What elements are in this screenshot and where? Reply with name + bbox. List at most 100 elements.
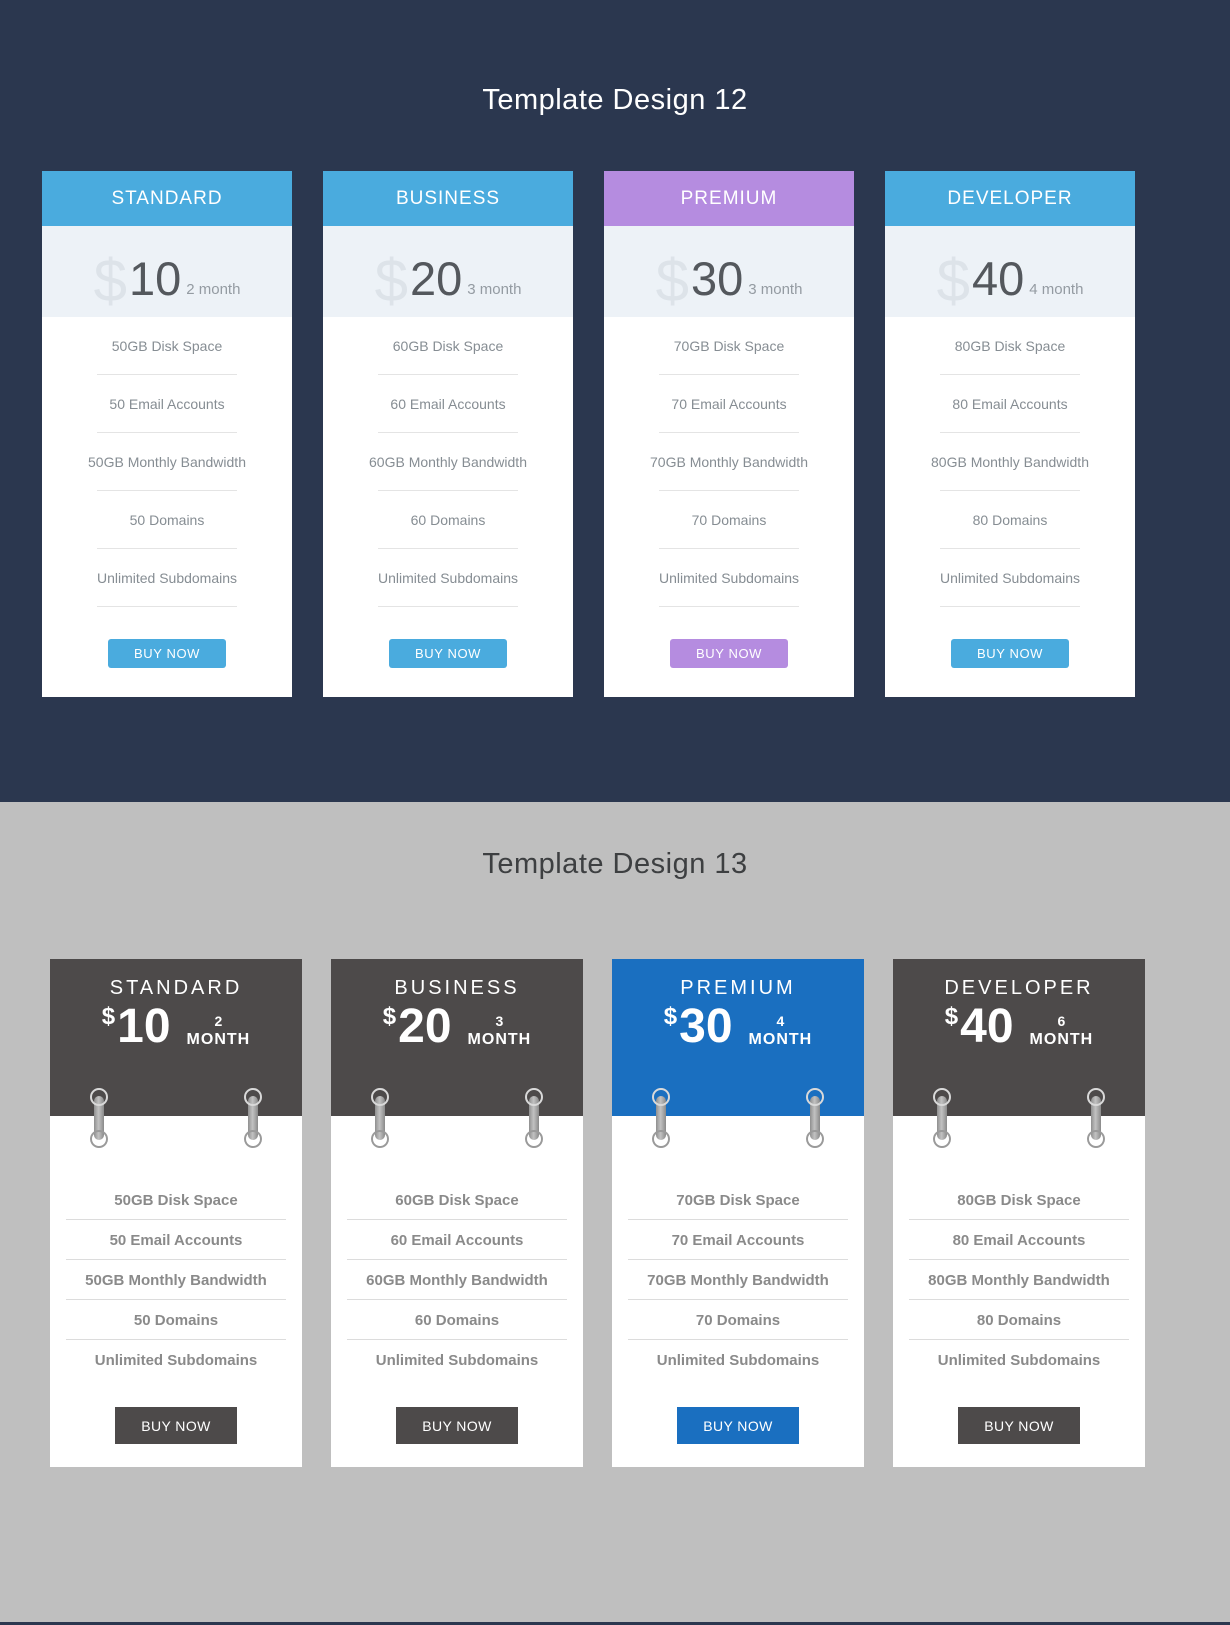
pin-ring-bottom	[1087, 1130, 1105, 1148]
pricing-cards-row: STANDARD $ 10 2 MONTH 50GB Disk Space 50…	[50, 959, 1230, 1467]
binder-pin	[652, 1088, 670, 1148]
price-term: 2 MONTH	[187, 1013, 251, 1048]
price-term: 4 MONTH	[749, 1013, 813, 1048]
pin-ring-bottom	[806, 1130, 824, 1148]
feature-list: 80GB Disk Space 80 Email Accounts 80GB M…	[885, 317, 1135, 607]
feature-item: Unlimited Subdomains	[42, 549, 292, 607]
pin-ring-bottom	[933, 1130, 951, 1148]
buy-now-button[interactable]: BUY NOW	[389, 639, 507, 668]
pricing-card-developer: DEVELOPER $ 40 6 MONTH 80GB Disk Space 8…	[893, 959, 1145, 1467]
plan-name: BUSINESS	[394, 977, 520, 999]
binder-pin	[525, 1088, 543, 1148]
feature-list: 70GB Disk Space 70 Email Accounts 70GB M…	[612, 1180, 864, 1380]
buy-now-button[interactable]: BUY NOW	[108, 639, 226, 668]
feature-item: 70 Email Accounts	[604, 375, 854, 433]
pricing-card-premium: PREMIUM $ 30 3 month 70GB Disk Space 70 …	[604, 171, 854, 697]
feature-item: 50GB Monthly Bandwidth	[50, 1260, 302, 1300]
term-unit: MONTH	[186, 1030, 251, 1048]
feature-item: 80 Domains	[885, 491, 1135, 549]
buy-now-button[interactable]: BUY NOW	[396, 1407, 518, 1444]
pin-ring-top	[933, 1088, 951, 1106]
feature-item: Unlimited Subdomains	[375, 1351, 539, 1369]
buy-now-button[interactable]: BUY NOW	[115, 1407, 237, 1444]
feature-item: 60GB Monthly Bandwidth	[331, 1260, 583, 1300]
term-unit: MONTH	[748, 1030, 813, 1048]
template-design-13-section: Template Design 13 STANDARD $ 10 2 MONTH…	[0, 802, 1230, 1622]
feature-item: Unlimited Subdomains	[94, 1351, 258, 1369]
buy-now-button[interactable]: BUY NOW	[670, 639, 788, 668]
plan-header: PREMIUM $ 30 4 MONTH	[612, 959, 864, 1116]
feature-item: 60GB Monthly Bandwidth	[323, 433, 573, 491]
plan-price: $ 30 3 month	[604, 226, 854, 317]
feature-list: 50GB Disk Space 50 Email Accounts 50GB M…	[42, 317, 292, 607]
currency-symbol: $	[655, 247, 689, 314]
binder-pin	[1087, 1088, 1105, 1148]
term-number: 6	[1057, 1013, 1066, 1030]
pricing-card-premium: PREMIUM $ 30 4 MONTH 70GB Disk Space 70 …	[612, 959, 864, 1467]
template-design-12-section: Template Design 12 STANDARD $ 10 2 month…	[0, 0, 1230, 802]
pin-ring-top	[371, 1088, 389, 1106]
price-term: 3 MONTH	[468, 1013, 532, 1048]
price-amount: 20	[398, 1000, 452, 1053]
feature-item: 80 Domains	[893, 1300, 1145, 1340]
pin-rod	[94, 1096, 104, 1140]
currency-symbol: $	[374, 247, 408, 314]
feature-item: 50GB Monthly Bandwidth	[42, 433, 292, 491]
currency-symbol: $	[944, 1003, 959, 1031]
feature-item: Unlimited Subdomains	[604, 549, 854, 607]
pricing-card-developer: DEVELOPER $ 40 4 month 80GB Disk Space 8…	[885, 171, 1135, 697]
feature-list: 70GB Disk Space 70 Email Accounts 70GB M…	[604, 317, 854, 607]
buy-now-button[interactable]: BUY NOW	[677, 1407, 799, 1444]
feature-item: 80GB Monthly Bandwidth	[885, 433, 1135, 491]
price-amount: 30	[679, 1000, 733, 1053]
price-amount: 30	[690, 252, 744, 306]
feature-item: Unlimited Subdomains	[885, 549, 1135, 607]
feature-item: 50 Email Accounts	[42, 375, 292, 433]
feature-item: 70GB Monthly Bandwidth	[604, 433, 854, 491]
feature-item: 70GB Monthly Bandwidth	[612, 1260, 864, 1300]
pin-ring-top	[1087, 1088, 1105, 1106]
term-number: 4	[776, 1013, 785, 1030]
pin-ring-top	[806, 1088, 824, 1106]
feature-item: 50GB Disk Space	[42, 317, 292, 375]
plan-name: PREMIUM	[604, 171, 854, 226]
currency-symbol: $	[936, 247, 970, 314]
pin-rod	[375, 1096, 385, 1140]
plan-price: $ 20 3 MONTH	[331, 1000, 583, 1053]
feature-item: 80GB Monthly Bandwidth	[893, 1260, 1145, 1300]
pin-ring-bottom	[371, 1130, 389, 1148]
buy-now-button[interactable]: BUY NOW	[958, 1407, 1080, 1444]
feature-item: 70 Domains	[604, 491, 854, 549]
plan-price: $ 30 4 MONTH	[612, 1000, 864, 1053]
currency-symbol: $	[382, 1003, 397, 1031]
binder-pin	[90, 1088, 108, 1148]
term-number: 3	[495, 1013, 504, 1030]
plan-price: $ 40 6 MONTH	[893, 1002, 1145, 1050]
price-term: 3 month	[748, 280, 803, 298]
plan-price: $ 10 2 month	[42, 226, 292, 317]
buy-now-button[interactable]: BUY NOW	[951, 639, 1069, 668]
pricing-card-business: BUSINESS $ 20 3 MONTH 60GB Disk Space 60…	[331, 959, 583, 1467]
feature-item: Unlimited Subdomains	[323, 549, 573, 607]
feature-item: 80GB Disk Space	[893, 1180, 1145, 1220]
price-amount: 10	[128, 252, 182, 306]
feature-item: 70 Domains	[612, 1300, 864, 1340]
plan-price: $ 10 2 MONTH	[50, 1002, 302, 1050]
plan-name: DEVELOPER	[885, 171, 1135, 226]
binder-pin	[244, 1088, 262, 1148]
feature-item: 60 Email Accounts	[331, 1220, 583, 1260]
feature-item: 50 Domains	[50, 1300, 302, 1340]
pricing-card-standard: STANDARD $ 10 2 month 50GB Disk Space 50…	[42, 171, 292, 697]
price-term: 4 month	[1029, 280, 1084, 298]
currency-symbol: $	[101, 1003, 116, 1031]
plan-header: BUSINESS $ 20 3 MONTH	[331, 959, 583, 1116]
feature-item: 60 Domains	[331, 1300, 583, 1340]
plan-header: STANDARD $ 10 2 MONTH	[50, 959, 302, 1116]
plan-name: BUSINESS	[323, 171, 573, 226]
pricing-cards-row: STANDARD $ 10 2 month 50GB Disk Space 50…	[42, 171, 1230, 697]
pin-ring-bottom	[525, 1130, 543, 1148]
feature-item: 80 Email Accounts	[885, 375, 1135, 433]
price-term: 3 month	[467, 280, 522, 298]
pricing-card-standard: STANDARD $ 10 2 MONTH 50GB Disk Space 50…	[50, 959, 302, 1467]
plan-name: STANDARD	[42, 171, 292, 226]
